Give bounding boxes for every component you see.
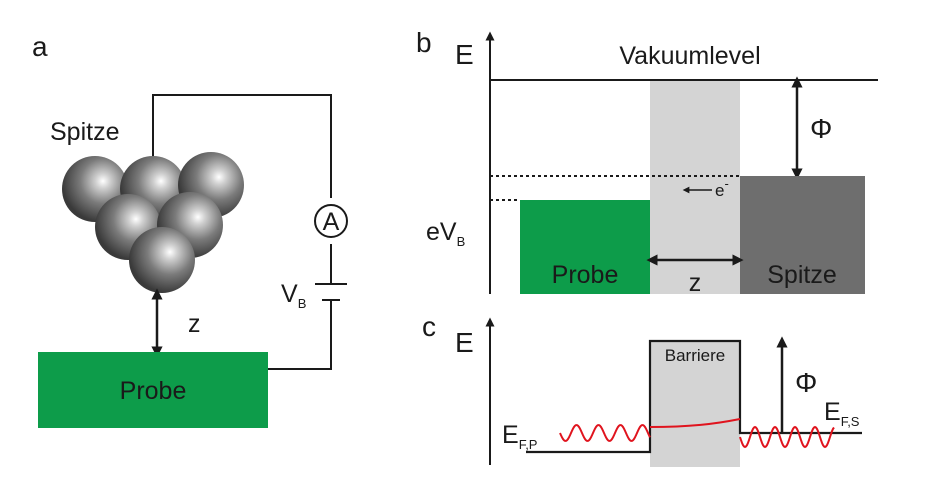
ammeter-label: A — [323, 208, 340, 236]
work-function-label: Φ — [810, 113, 832, 144]
panel-c-letter: c — [422, 311, 436, 342]
sample-fermi-label: EF,P — [502, 421, 537, 452]
energy-axis-label-c: E — [455, 327, 474, 358]
panel-c: c E Barriere Φ EF,P EF,S — [422, 311, 862, 467]
panel-b-letter: b — [416, 27, 432, 58]
sample-band-label: Probe — [552, 261, 619, 289]
circuit-wire-bottom — [268, 300, 332, 370]
wavefunction-sample — [559, 424, 651, 442]
panel-a-letter: a — [32, 31, 48, 62]
wavefunction-tunneling — [649, 418, 741, 428]
sample-band-block — [520, 200, 650, 294]
panel-b: b E Vakuumlevel Φ e- eVB Probe Spitze z — [416, 27, 878, 297]
potential-profile — [526, 339, 862, 454]
ammeter-symbol — [314, 204, 348, 238]
wavefunction-tip — [739, 425, 835, 449]
energy-axis-label: E — [455, 39, 474, 70]
bias-energy-label: eVB — [426, 218, 465, 249]
tip-atoms — [62, 152, 244, 293]
gap-width-label: z — [689, 269, 702, 297]
sample-label: Probe — [120, 377, 187, 405]
vacuum-level-label: Vakuumlevel — [619, 42, 760, 70]
tip-band-block — [740, 176, 865, 294]
panel-a: a A VB Spitze z Probe — [32, 31, 348, 428]
circuit-wire-top — [152, 94, 332, 198]
tip-label: Spitze — [50, 118, 119, 146]
bias-voltage-label: VB — [281, 280, 306, 311]
tip-fermi-label: EF,S — [824, 398, 860, 429]
sample-block — [38, 352, 268, 428]
tip-band-label: Spitze — [767, 261, 836, 289]
gap-label: z — [188, 310, 201, 338]
potential-barrier-fill — [650, 341, 740, 467]
electron-label: e- — [715, 176, 729, 200]
work-function-label-c: Φ — [795, 367, 817, 398]
tip-apex-atom — [129, 227, 195, 293]
barrier-label: Barriere — [665, 346, 725, 365]
